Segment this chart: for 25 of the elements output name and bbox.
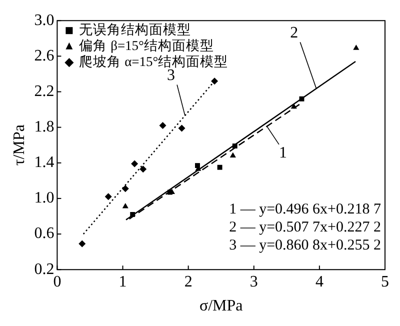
annotation: 1	[278, 144, 287, 162]
y-tick-label: 3.0	[34, 12, 54, 29]
x-axis-title: σ/MPa	[199, 298, 243, 315]
y-tick-label: 2.6	[34, 47, 54, 64]
legend-label: 偏角 β=15°结构面模型	[79, 38, 214, 54]
legend-label: 爬坡角 α=15°结构面模型	[79, 54, 228, 70]
y-tick-label: 1.0	[34, 190, 54, 207]
y-tick-label: 0.2	[34, 260, 54, 278]
x-tick-label: 0	[53, 273, 62, 290]
y-tick-label: 1.8	[34, 118, 54, 136]
x-tick-label: 5	[381, 273, 389, 290]
y-tick-label: 0.6	[34, 225, 54, 242]
x-tick-label: 4	[315, 273, 324, 290]
legend-label: 无误角结构面模型	[79, 22, 192, 38]
annotation: 3 — y=0.860 8x+0.255 2	[229, 238, 381, 254]
annotation: 2	[290, 24, 298, 42]
y-axis-title: τ/MPa	[10, 124, 28, 166]
annotation: 1 — y=0.496 6x+0.218 7	[229, 202, 382, 218]
y-tick-label: 1.4	[34, 154, 54, 172]
x-tick-label: 2	[184, 273, 192, 290]
x-tick-label: 1	[118, 273, 127, 290]
annotation: 2 — y=0.507 7x+0.227 2	[229, 220, 381, 236]
annotation: 3	[167, 66, 176, 84]
x-tick-label: 3	[250, 273, 258, 290]
y-tick-label: 2.2	[34, 82, 54, 100]
